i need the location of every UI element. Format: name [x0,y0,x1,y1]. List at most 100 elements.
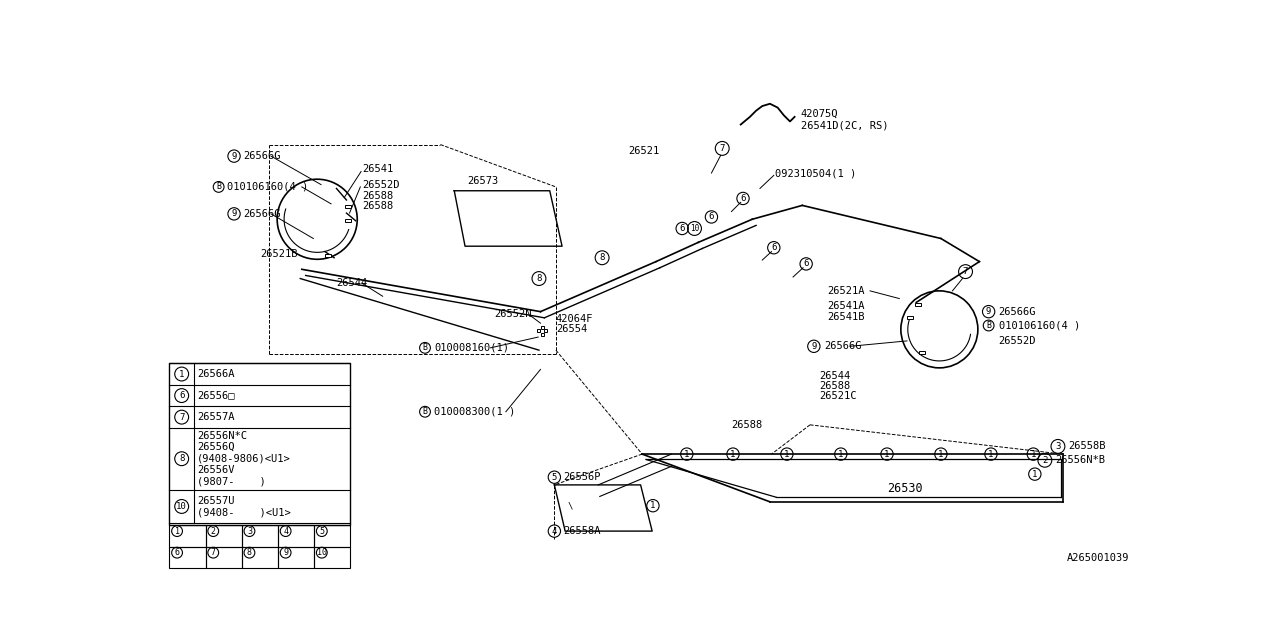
Bar [242,547,278,568]
Text: 26521C: 26521C [819,390,856,401]
Text: 26557A: 26557A [197,412,234,422]
Text: 26566G: 26566G [998,307,1036,317]
Text: 9: 9 [232,209,237,218]
Bar [169,547,206,568]
Bar [915,303,920,307]
Text: 26521B: 26521B [260,249,298,259]
Text: 9: 9 [986,307,991,316]
Text: 26552D: 26552D [362,180,399,189]
Text: 8: 8 [247,548,252,557]
Text: 26556P: 26556P [563,472,602,482]
Text: 6: 6 [680,224,685,233]
Text: 4: 4 [283,527,288,536]
Text: 1: 1 [785,449,790,459]
Text: 7: 7 [963,267,968,276]
Text: 7: 7 [211,548,216,557]
Text: 8: 8 [599,253,604,262]
Text: 1: 1 [838,449,844,459]
Text: \: \ [567,502,573,511]
Text: 26566G: 26566G [243,151,280,161]
Text: 6: 6 [740,194,746,203]
Bar [344,205,351,209]
Text: 2: 2 [211,527,216,536]
Text: 5: 5 [319,527,324,536]
Bar [169,364,351,525]
Text: 8: 8 [536,274,541,283]
Text: 26521A: 26521A [827,286,864,296]
Text: 26558A: 26558A [563,526,602,536]
Text: 1: 1 [179,369,184,378]
Text: 26556N*B: 26556N*B [1055,455,1105,465]
Text: 1: 1 [684,449,690,459]
Bar [314,525,351,547]
Text: 26588: 26588 [731,420,763,430]
Text: 26588: 26588 [362,191,393,201]
Bar [540,333,544,336]
Bar [908,316,913,319]
Text: 6: 6 [771,243,777,252]
Text: 1: 1 [731,449,736,459]
Text: 26552D: 26552D [998,336,1036,346]
Text: 010106160(4 ): 010106160(4 ) [998,321,1080,330]
Text: 26558B: 26558B [1068,442,1106,451]
Text: 26588: 26588 [819,381,850,390]
Text: 6: 6 [804,259,809,268]
Bar [278,525,314,547]
Text: 1: 1 [938,449,943,459]
Text: 010008160(1): 010008160(1) [434,343,509,353]
Text: 1: 1 [650,501,655,510]
Text: 9: 9 [232,152,237,161]
Text: 9: 9 [283,548,288,557]
Text: 010008300(1 ): 010008300(1 ) [434,407,516,417]
Text: 26588: 26588 [362,201,393,211]
Bar [540,326,544,328]
Text: 26556N*C
26556Q
(9408-9806)<U1>
26556V
(9807-    ): 26556N*C 26556Q (9408-9806)<U1> 26556V (… [197,431,291,487]
Text: 4: 4 [552,527,557,536]
Text: 10: 10 [690,224,699,233]
Text: 26544: 26544 [337,278,367,288]
Text: 26521: 26521 [628,147,659,157]
Text: 26541: 26541 [362,164,393,174]
Text: 26557U
(9408-    )<U1>: 26557U (9408- )<U1> [197,495,291,517]
Bar [278,547,314,568]
Bar [206,547,242,568]
Bar [206,525,242,547]
Text: B: B [422,343,428,353]
Bar [242,525,278,547]
Text: 26566G: 26566G [824,341,861,351]
Text: 26541B: 26541B [827,312,864,322]
Text: 10: 10 [317,548,326,557]
Text: 42075Q: 42075Q [801,109,838,119]
Text: 010106160(4 ): 010106160(4 ) [227,182,308,192]
Text: 6: 6 [179,391,184,400]
Text: 092310504(1 ): 092310504(1 ) [776,168,856,178]
Text: 26552N: 26552N [494,309,531,319]
Text: 26530: 26530 [887,483,923,495]
Text: 1: 1 [174,527,179,536]
Text: 26541D(2C, RS): 26541D(2C, RS) [801,120,888,131]
Bar [544,330,548,332]
Text: 1: 1 [1032,470,1038,479]
Text: 1: 1 [988,449,993,459]
Text: 6: 6 [709,212,714,221]
Text: 6: 6 [174,548,179,557]
Bar [344,220,351,222]
Text: 26566G: 26566G [243,209,280,219]
Text: 10: 10 [177,502,187,511]
Text: 42064F: 42064F [556,314,594,324]
Text: B: B [422,407,428,416]
Text: B: B [216,182,221,191]
Text: 8: 8 [179,454,184,463]
Text: B: B [986,321,991,330]
Text: A265001039: A265001039 [1068,553,1129,563]
Text: 3: 3 [247,527,252,536]
Bar [325,254,332,257]
Text: 7: 7 [719,144,724,153]
Text: 26554: 26554 [556,324,588,334]
Text: 7: 7 [179,413,184,422]
Text: 1: 1 [1030,449,1036,459]
Bar [919,351,925,354]
Text: 3: 3 [1055,442,1061,451]
Bar [536,330,540,332]
Text: 26541A: 26541A [827,301,864,311]
